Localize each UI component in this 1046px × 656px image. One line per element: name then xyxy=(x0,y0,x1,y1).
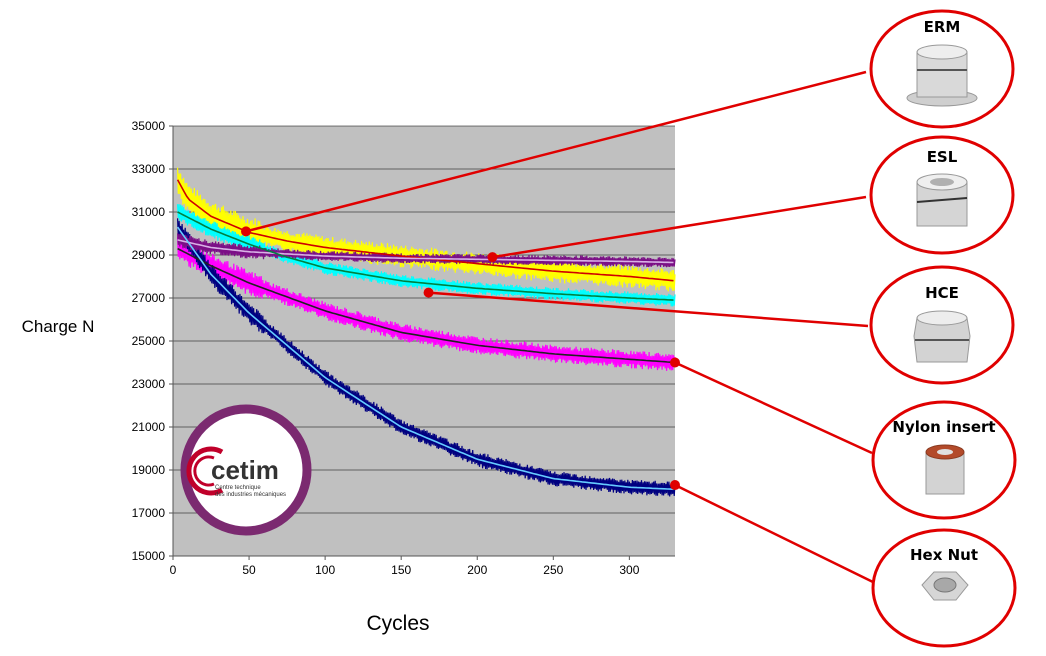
x-tick-label: 100 xyxy=(315,563,335,577)
nut-label: Nylon insert xyxy=(892,418,995,436)
logo-ring xyxy=(180,404,312,536)
callout-dot xyxy=(670,357,680,368)
series-trend-hce xyxy=(177,211,674,301)
logo-arc-inner-icon xyxy=(193,455,215,487)
hex-nut-icon xyxy=(921,571,969,601)
y-tick-label: 17000 xyxy=(132,506,166,520)
callout-line xyxy=(245,70,867,233)
y-tick-label: 33000 xyxy=(132,162,166,176)
callout-line xyxy=(492,195,867,259)
callout-dot xyxy=(423,287,434,298)
series-trend-esl xyxy=(177,239,674,264)
y-tick-label: 15000 xyxy=(132,549,166,563)
series-band-esl xyxy=(177,233,676,268)
y-tick-label: 25000 xyxy=(132,334,166,348)
nut-label: Hex Nut xyxy=(910,546,978,564)
nut-label: HCE xyxy=(925,284,959,302)
y-tick-label: 23000 xyxy=(132,377,166,391)
y-tick-label: 31000 xyxy=(132,205,166,219)
nut-nylon-insert: Nylon insert xyxy=(871,400,1017,520)
logo-subtitle-2: des industries mécaniques xyxy=(215,492,286,498)
series-band-hex-nut xyxy=(177,218,676,497)
callout-line xyxy=(674,483,876,585)
nut-label: ESL xyxy=(927,148,958,166)
nylon-insert-nut-icon xyxy=(925,444,965,495)
series-trend-nylon-insert xyxy=(177,247,674,364)
y-tick-label: 19000 xyxy=(132,463,166,477)
y-tick-label: 29000 xyxy=(132,248,166,262)
x-tick-label: 200 xyxy=(467,563,487,577)
callout-dot xyxy=(487,252,498,263)
callout-line xyxy=(428,291,869,328)
series-band-nylon-insert xyxy=(177,236,676,371)
nut-erm: ERM xyxy=(869,9,1015,129)
nut-label: ERM xyxy=(924,18,961,36)
y-tick-label: 21000 xyxy=(132,420,166,434)
logo-wordmark: cetim xyxy=(211,455,279,485)
logo-subtitle-1: Centre technique xyxy=(215,485,261,491)
callout-line xyxy=(674,361,873,455)
logo-arc-icon xyxy=(186,446,224,496)
esl-nut-icon xyxy=(916,173,968,227)
x-tick-label: 300 xyxy=(619,563,639,577)
callout-dot xyxy=(241,226,252,237)
x-tick-label: 150 xyxy=(391,563,411,577)
hce-nut-icon xyxy=(913,310,971,363)
cetim-logo: cetim Centre technique des industries mé… xyxy=(180,404,312,536)
x-tick-label: 250 xyxy=(543,563,563,577)
y-axis-label: Charge N xyxy=(22,317,95,336)
y-tick-label: 27000 xyxy=(132,291,166,305)
x-tick-label: 0 xyxy=(170,563,177,577)
erm-nut-icon xyxy=(906,44,978,107)
nut-hce: HCE xyxy=(869,265,1015,385)
nut-hex-nut: Hex Nut xyxy=(871,528,1017,648)
x-tick-label: 50 xyxy=(242,563,256,577)
nut-esl: ESL xyxy=(869,135,1015,255)
series-trend-hex-nut xyxy=(176,226,674,491)
x-axis-label: Cycles xyxy=(366,612,429,635)
y-tick-label: 35000 xyxy=(132,119,166,133)
callout-dot xyxy=(670,480,680,491)
